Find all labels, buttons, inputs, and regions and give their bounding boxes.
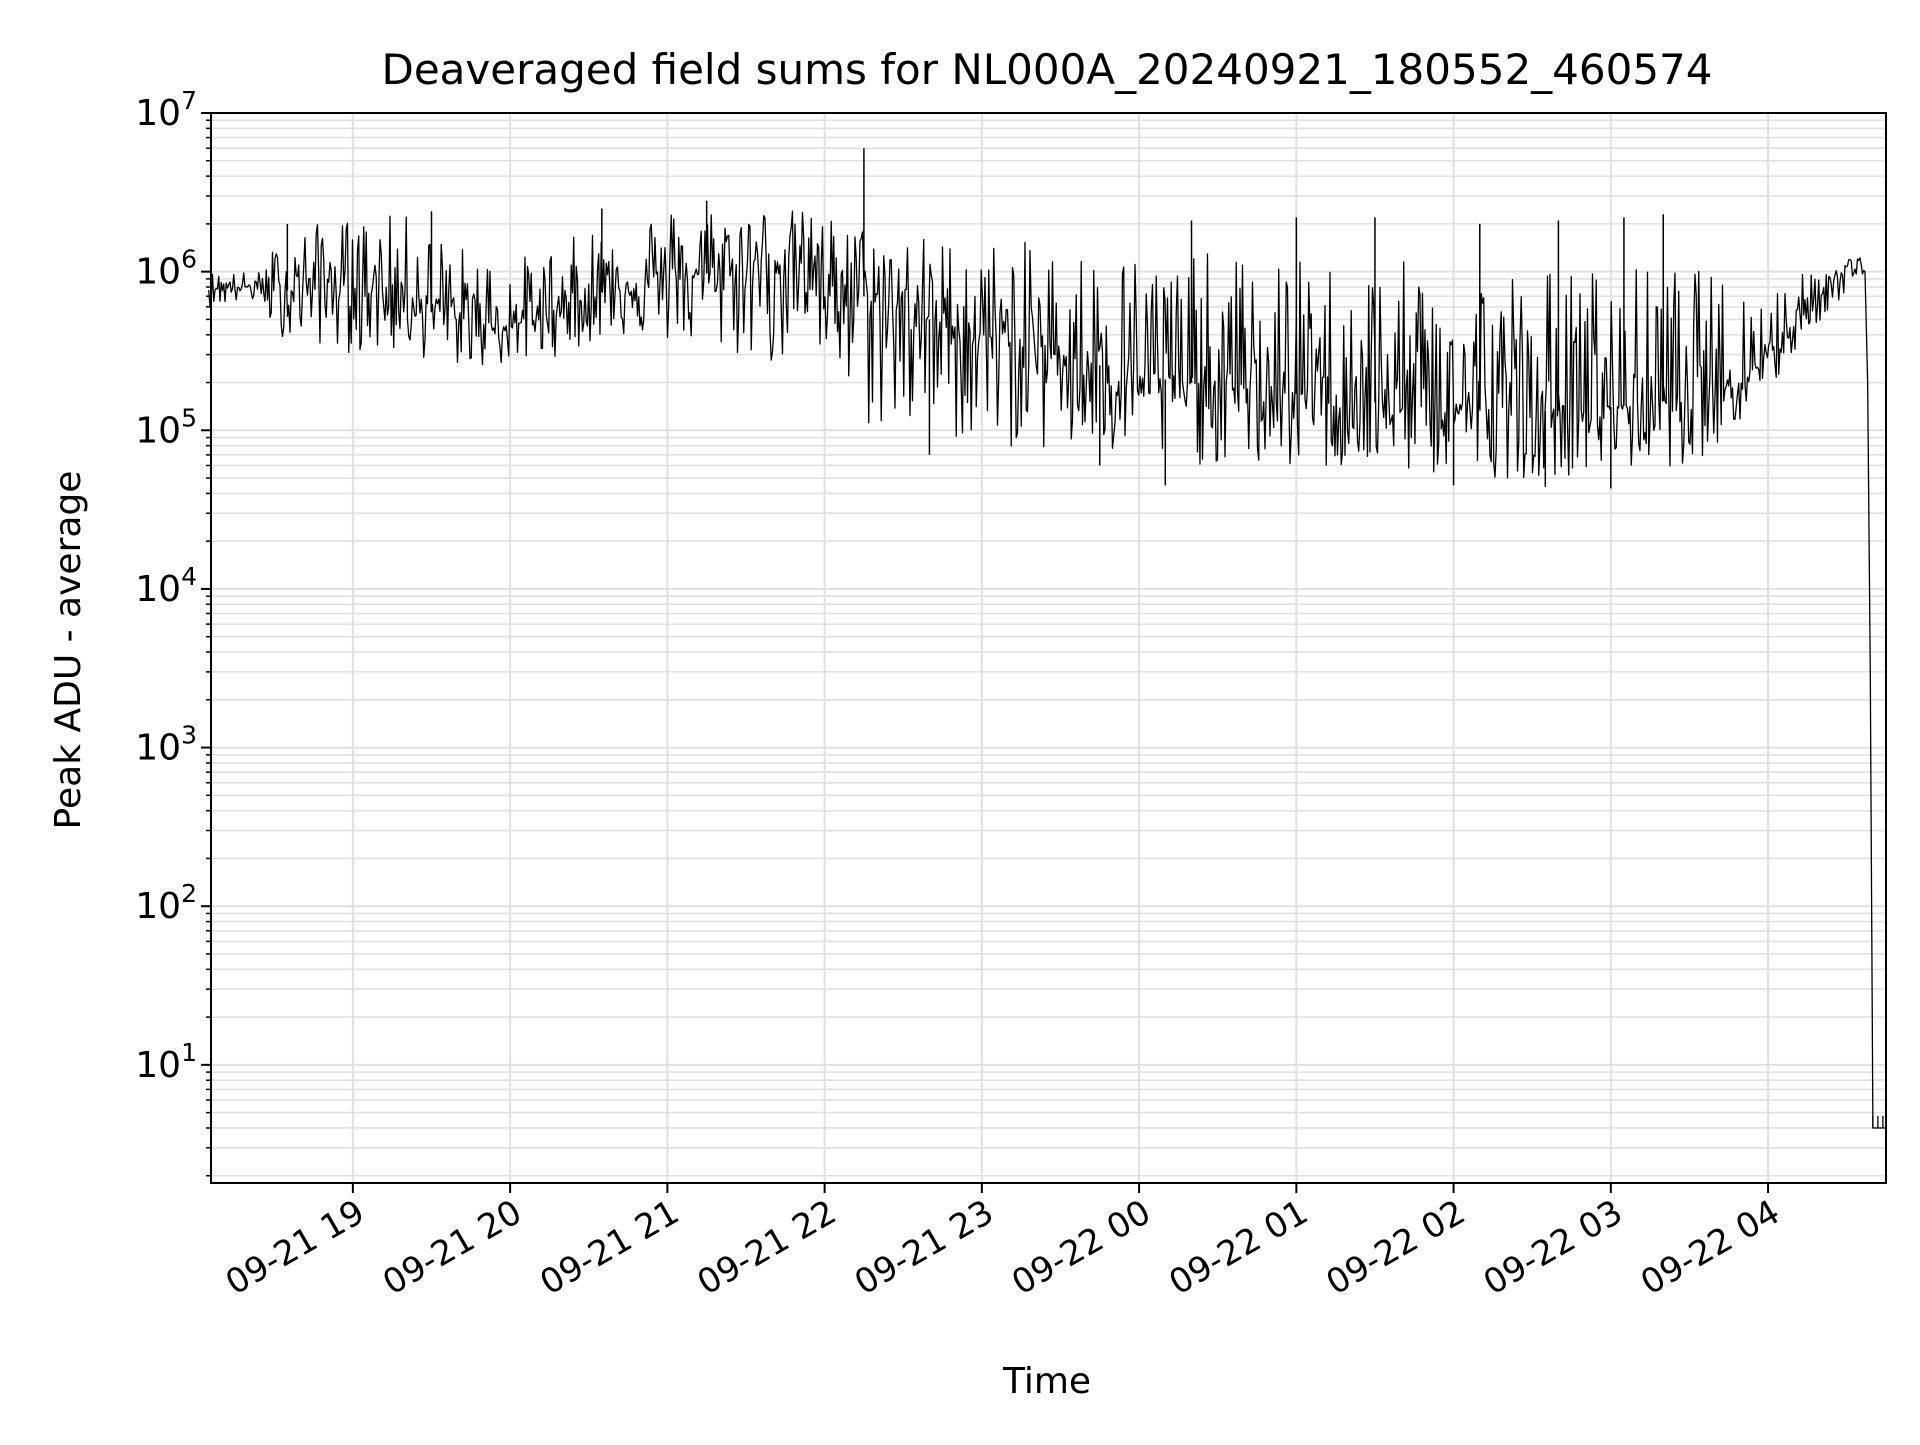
series-layer	[208, 148, 1886, 1129]
y-tick-label: 106	[135, 245, 197, 293]
y-axis-label: Peak ADU - average	[48, 471, 89, 830]
chart-title: Deaveraged field sums for NL000A_2024092…	[382, 45, 1713, 94]
series-line	[208, 210, 1886, 1129]
y-tick-label: 101	[135, 1038, 197, 1086]
y-tick-label: 104	[135, 562, 197, 610]
x-axis-label: Time	[1002, 1361, 1091, 1402]
plot-frame	[210, 112, 1887, 1184]
y-tick-label: 107	[135, 86, 197, 134]
y-axis-ticks: 101 102 103 104 105 106 107	[135, 86, 211, 1177]
y-tick-label: 102	[135, 879, 197, 927]
y-tick-label: 103	[135, 721, 197, 769]
grid-lines	[211, 112, 1886, 1183]
y-tick-label: 105	[135, 403, 197, 451]
